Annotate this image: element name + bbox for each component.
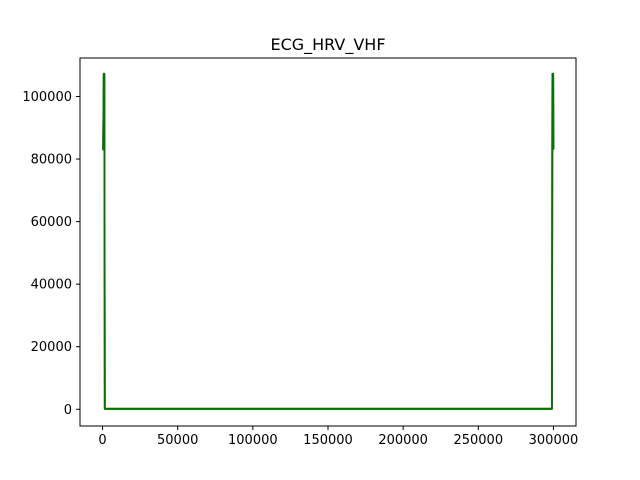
chart-title: ECG_HRV_VHF	[270, 35, 385, 55]
x-tick-label: 300000	[529, 433, 579, 448]
y-tick-label: 40000	[31, 278, 72, 293]
x-tick-label: 0	[98, 433, 106, 448]
x-tick-label: 150000	[303, 433, 353, 448]
plot-area	[102, 72, 555, 410]
y-tick-label: 20000	[31, 340, 72, 355]
y-axis: 0 20000 40000 60000 80000 100000	[22, 90, 80, 418]
x-tick-label: 50000	[157, 433, 198, 448]
x-tick-label: 200000	[378, 433, 428, 448]
y-tick-label: 60000	[31, 215, 72, 230]
series-line-5	[102, 72, 555, 410]
x-axis: 0 50000 100000 150000 200000 250000 300000	[98, 426, 578, 448]
x-tick-label: 250000	[453, 433, 503, 448]
y-tick-label: 80000	[31, 153, 72, 168]
y-tick-label: 100000	[22, 90, 72, 105]
x-tick-label: 100000	[228, 433, 278, 448]
y-tick-label: 0	[64, 403, 72, 418]
